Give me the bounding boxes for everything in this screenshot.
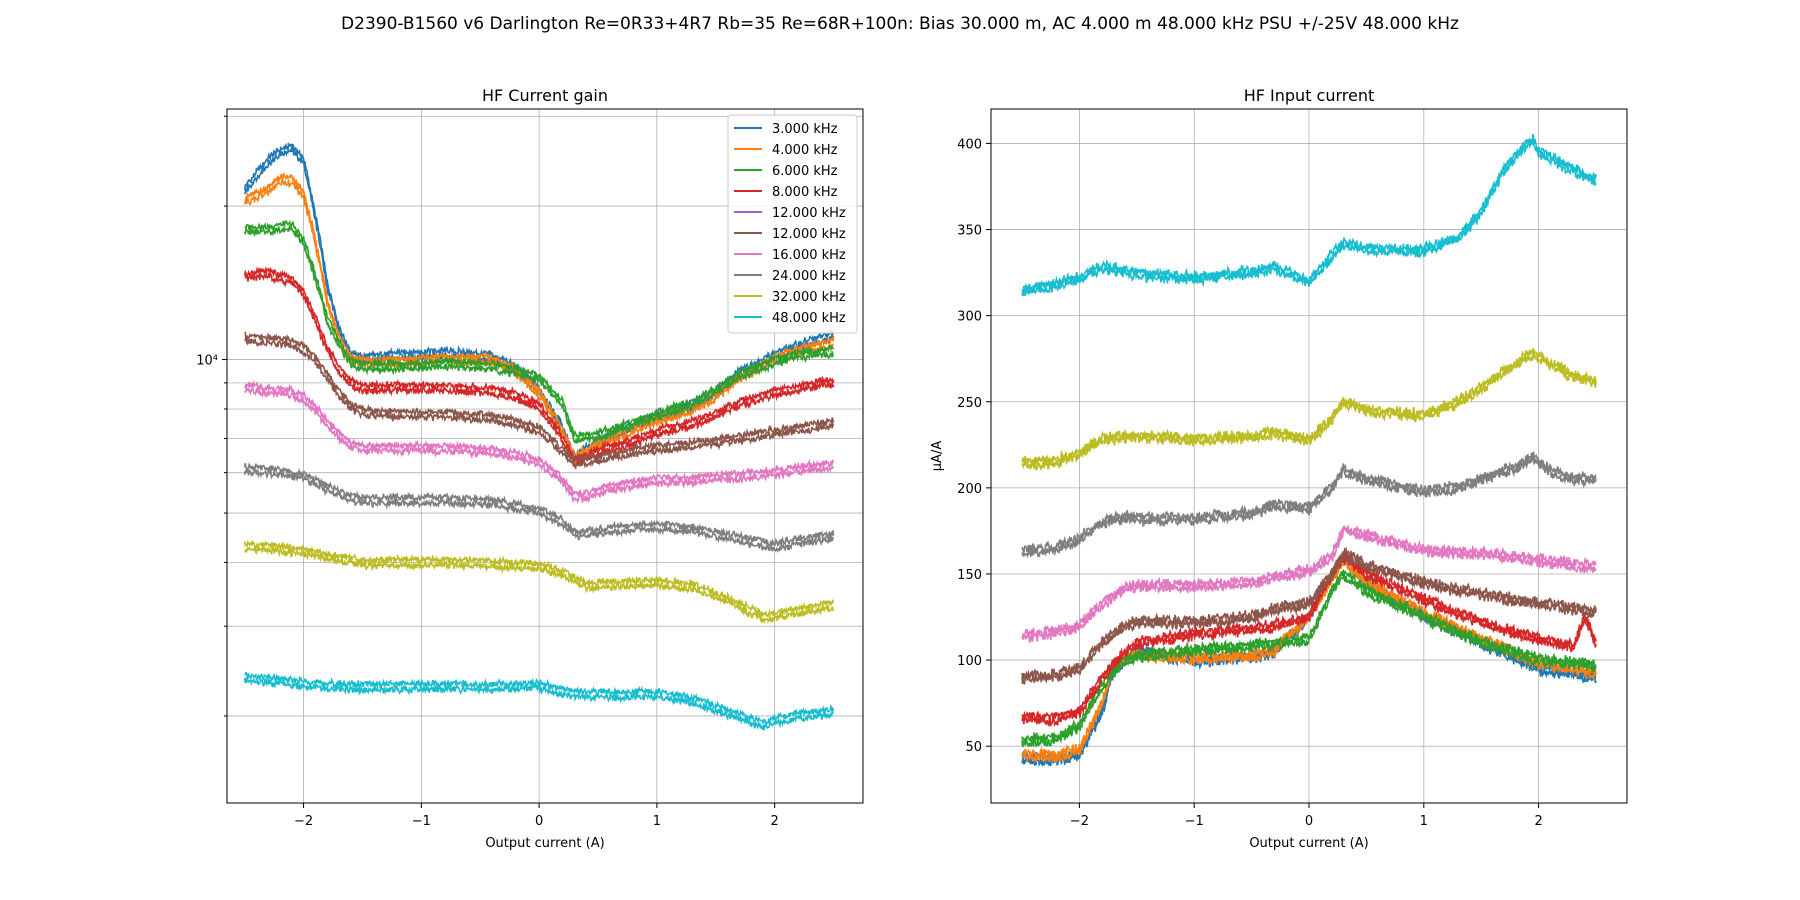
axes-frame bbox=[226, 108, 864, 804]
x-tick-label: 0 bbox=[535, 814, 543, 829]
series-line-24-000-khz bbox=[1021, 454, 1597, 559]
x-tick-label: −1 bbox=[412, 814, 431, 829]
series-line-12-000-khz bbox=[1021, 553, 1597, 685]
series-line-32-000-khz bbox=[243, 544, 835, 625]
axes-title: HF Input current bbox=[1244, 86, 1375, 105]
y-tick-label: 400 bbox=[957, 137, 982, 152]
legend-label-32-000-khz: 32.000 kHz bbox=[772, 290, 846, 305]
legend-label-16-000-khz: 16.000 kHz bbox=[772, 248, 846, 263]
y-axis: 10⁴ bbox=[196, 115, 227, 717]
series-line-12-000-khz bbox=[243, 336, 835, 471]
series-group bbox=[243, 141, 835, 731]
y-tick-label: 250 bbox=[957, 396, 982, 411]
axes-title: HF Current gain bbox=[482, 86, 608, 105]
series-line-16-000-khz bbox=[1021, 527, 1597, 643]
x-tick-label: 0 bbox=[1305, 814, 1313, 829]
series-line-6-000-khz bbox=[244, 219, 835, 439]
series-line-32-000-khz bbox=[243, 539, 835, 619]
series-line-8-000-khz bbox=[244, 271, 835, 470]
y-tick-label: 100 bbox=[957, 654, 982, 669]
series-group bbox=[1021, 133, 1597, 768]
y-tick-label: 200 bbox=[957, 482, 982, 497]
series-line-48-000-khz bbox=[1021, 137, 1597, 297]
series-line-48-000-khz bbox=[243, 676, 834, 731]
legend-label-6-000-khz: 6.000 kHz bbox=[772, 164, 838, 179]
y-tick-label: 10⁴ bbox=[196, 354, 218, 369]
series-line-48-000-khz bbox=[244, 671, 835, 726]
x-tick-label: 1 bbox=[653, 814, 661, 829]
x-tick-label: 2 bbox=[771, 814, 779, 829]
series-line-32-000-khz bbox=[1021, 347, 1597, 466]
y-tick-label: 50 bbox=[965, 740, 982, 755]
x-tick-label: −1 bbox=[1185, 814, 1204, 829]
x-axis: −2 −1 0 1 2 bbox=[1070, 803, 1543, 829]
series-line-16-000-khz bbox=[244, 385, 835, 505]
y-axis: 50 100 150 200 250 300 350 400 bbox=[957, 137, 991, 755]
legend-label-4-000-khz: 4.000 kHz bbox=[772, 143, 838, 158]
legend-label-3-000-khz: 3.000 kHz bbox=[772, 122, 838, 137]
figure-suptitle: D2390-B1560 v6 Darlington Re=0R33+4R7 Rb… bbox=[341, 14, 1459, 34]
series-line-24-000-khz bbox=[243, 468, 835, 554]
legend-label-12-000-khz: 12.000 kHz bbox=[772, 227, 846, 242]
input-current-axes: −2 −1 0 1 2 Output current (A) HF Input curren… bbox=[930, 86, 1628, 851]
x-tick-label: 2 bbox=[1534, 814, 1542, 829]
current-gain-axes: −2 −1 0 1 2 Output current (A) HF Current gain… bbox=[196, 86, 864, 851]
x-axis-label: Output current (A) bbox=[1249, 836, 1368, 851]
y-tick-label: 300 bbox=[957, 310, 982, 325]
series-line-32-000-khz bbox=[1021, 351, 1597, 471]
grid bbox=[991, 109, 1627, 803]
legend-label-48-000-khz: 48.000 kHz bbox=[772, 311, 846, 326]
y-axis-label: µA/A bbox=[930, 441, 945, 472]
series-line-16-000-khz bbox=[244, 379, 835, 499]
series-line-12-000-khz bbox=[244, 331, 835, 463]
x-tick-label: −2 bbox=[294, 814, 313, 829]
series-line-6-000-khz bbox=[243, 223, 835, 444]
x-axis: −2 −1 0 1 2 bbox=[294, 803, 779, 829]
legend-label-24-000-khz: 24.000 kHz bbox=[772, 269, 846, 284]
x-tick-label: 1 bbox=[1420, 814, 1428, 829]
legend: 3.000 kHz 4.000 kHz 6.000 kHz 8.000 kHz 12.0… bbox=[727, 114, 858, 334]
x-axis-label: Output current (A) bbox=[485, 836, 604, 851]
series-line-8-000-khz bbox=[1021, 554, 1597, 728]
x-tick-label: −2 bbox=[1070, 814, 1089, 829]
legend-label-8-000-khz: 8.000 kHz bbox=[772, 185, 838, 200]
legend-label-12-000-khz: 12.000 kHz bbox=[772, 206, 846, 221]
series-line-6-000-khz bbox=[1021, 572, 1597, 748]
y-tick-label: 150 bbox=[957, 568, 982, 583]
y-tick-label: 350 bbox=[957, 224, 982, 239]
